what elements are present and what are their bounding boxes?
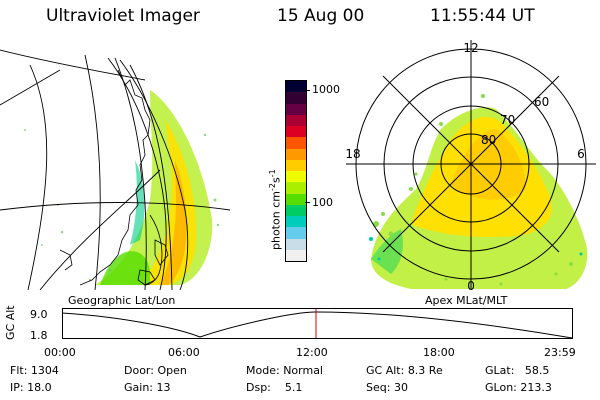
flt-info: Flt: 1304	[10, 364, 59, 377]
seq-info: Seq: 30	[366, 381, 408, 394]
gc-alt-tick-1-8: 1.8	[30, 329, 48, 342]
mlt-label-18: 18	[345, 147, 360, 161]
colorbar-segment	[286, 238, 306, 250]
colorbar-segment	[286, 148, 306, 160]
apex-mlat-mlt-label: Apex MLat/MLT	[425, 294, 508, 307]
colorbar-segment	[286, 92, 306, 104]
mlat-label-70: 70	[500, 113, 515, 127]
colorbar-segment	[286, 103, 306, 115]
date-label: 15 Aug 00	[277, 6, 365, 26]
auroral-emission-polar	[369, 94, 588, 290]
colorbar-segment	[286, 182, 306, 194]
auroral-emission-geo	[24, 90, 220, 285]
colorbar-segment	[286, 126, 306, 138]
mode-info: Mode: Normal	[246, 364, 323, 377]
colorbar-segment	[286, 171, 306, 183]
mlt-label-6: 6	[577, 147, 585, 161]
coastline	[59, 69, 169, 286]
mlt-label-12: 12	[463, 41, 478, 55]
colorbar-segment	[286, 216, 306, 228]
x-tick-0600: 06:00	[168, 346, 200, 359]
glon-info: GLon: 213.3	[485, 381, 552, 394]
colorbar-unit-label: photon cm-2s-1	[268, 169, 283, 250]
altitude-plot	[62, 308, 573, 339]
colorbar-tick-100: 100	[312, 196, 333, 209]
colorbar-segment	[286, 137, 306, 149]
mlat-label-60: 60	[534, 95, 549, 109]
geographic-map	[0, 49, 231, 290]
mlat-label-80: 80	[481, 133, 496, 147]
x-tick-1200: 12:00	[296, 346, 328, 359]
time-label: 11:55:44 UT	[430, 6, 535, 26]
polar-plot: 12 18 6 0 60 70 80	[345, 40, 596, 290]
x-tick-1800: 18:00	[423, 346, 455, 359]
gc-alt-info: GC Alt: 8.3 Re	[366, 364, 443, 377]
colorbar	[285, 80, 307, 262]
gc-alt-axis-label: GC Alt	[4, 305, 17, 340]
glat-info: GLat: 58.5	[485, 364, 550, 377]
colorbar-segment	[286, 193, 306, 205]
colorbar-segment	[286, 204, 306, 216]
geographic-lat-lon-label: Geographic Lat/Lon	[68, 294, 176, 307]
dsp-info: Dsp: 5.1	[246, 381, 303, 394]
colorbar-segment	[286, 81, 306, 93]
gain-info: Gain: 13	[124, 381, 171, 394]
polar-grid	[346, 40, 596, 289]
altitude-curve	[62, 311, 573, 339]
gc-alt-tick-9: 9.0	[30, 308, 48, 321]
colorbar-segment	[286, 249, 306, 261]
mlt-label-0: 0	[467, 279, 475, 290]
colorbar-tick-1000: 1000	[312, 83, 340, 96]
colorbar-segment	[286, 159, 306, 171]
instrument-title: Ultraviolet Imager	[46, 6, 200, 26]
x-tick-0000: 00:00	[44, 346, 76, 359]
x-tick-2359: 23:59	[544, 346, 576, 359]
colorbar-segment	[286, 227, 306, 239]
ip-info: IP: 18.0	[10, 381, 52, 394]
door-info: Door: Open	[124, 364, 187, 377]
colorbar-segment	[286, 114, 306, 126]
